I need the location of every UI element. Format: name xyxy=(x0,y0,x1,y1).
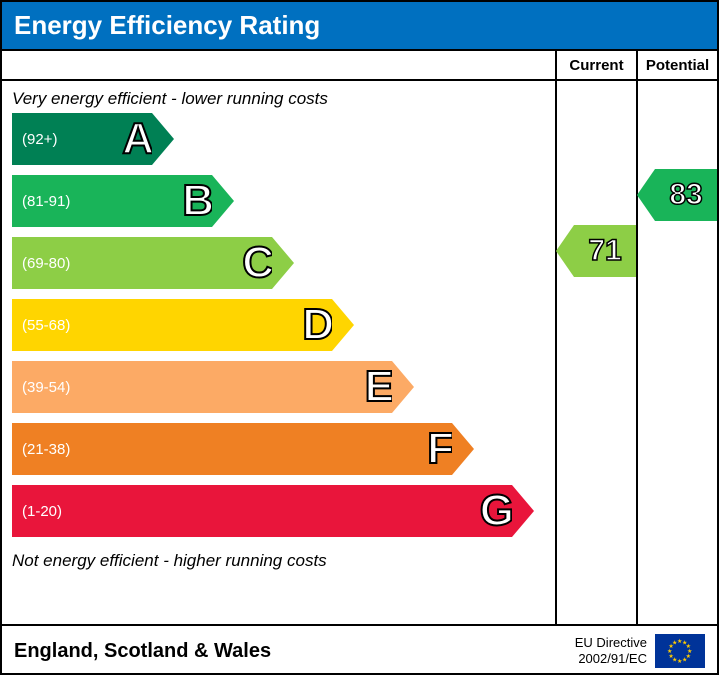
bands-header-spacer xyxy=(2,51,555,81)
band-arrow-tip xyxy=(152,113,174,165)
band-letter: B xyxy=(182,176,214,226)
band-letter: F xyxy=(427,424,454,474)
eu-star-icon: ★ xyxy=(682,657,687,664)
band-bar: (21-38) F xyxy=(12,423,452,475)
band-f: (21-38) F xyxy=(12,423,545,479)
band-bar: (39-54) E xyxy=(12,361,392,413)
eu-star-icon: ★ xyxy=(677,658,682,665)
epc-chart: Energy Efficiency Rating Very energy eff… xyxy=(0,0,719,675)
band-bar: (81-91) B xyxy=(12,175,212,227)
band-range-label: (21-38) xyxy=(12,441,70,458)
current-column: Current 71 xyxy=(557,51,638,624)
band-arrow-tip xyxy=(452,423,474,475)
band-arrow-tip xyxy=(392,361,414,413)
directive-line1: EU Directive xyxy=(575,635,647,651)
band-arrow-tip xyxy=(512,485,534,537)
eu-flag-icon: ★★★★★★★★★★★★ xyxy=(655,634,705,668)
potential-rating-value: 83 xyxy=(669,178,702,212)
band-a: (92+) A xyxy=(12,113,545,169)
band-range-label: (69-80) xyxy=(12,255,70,272)
band-c: (69-80) C xyxy=(12,237,545,293)
band-range-label: (81-91) xyxy=(12,193,70,210)
potential-rating-arrow: 83 xyxy=(655,169,717,221)
band-bar: (69-80) C xyxy=(12,237,272,289)
band-letter: D xyxy=(302,300,334,350)
band-letter: G xyxy=(480,486,514,536)
band-bar: (55-68) D xyxy=(12,299,332,351)
band-range-label: (55-68) xyxy=(12,317,70,334)
eu-star-icon: ★ xyxy=(672,639,677,646)
band-bar: (92+) A xyxy=(12,113,152,165)
directive-line2: 2002/91/EC xyxy=(575,651,647,667)
band-bar: (1-20) G xyxy=(12,485,512,537)
directive-text: EU Directive 2002/91/EC xyxy=(575,635,647,666)
band-range-label: (92+) xyxy=(12,131,57,148)
potential-header: Potential xyxy=(638,51,717,81)
chart-body: Very energy efficient - lower running co… xyxy=(2,49,717,624)
current-header: Current xyxy=(557,51,636,81)
band-arrow-tip xyxy=(332,299,354,351)
chart-title: Energy Efficiency Rating xyxy=(2,2,717,49)
bands-container: (92+) A (81-91) B (69-80) C (55-68) D (39-54) E (2… xyxy=(2,113,555,541)
description-inefficient: Not energy efficient - higher running co… xyxy=(2,547,555,579)
band-e: (39-54) E xyxy=(12,361,545,417)
band-arrow-tip xyxy=(212,175,234,227)
band-b: (81-91) B xyxy=(12,175,545,231)
band-range-label: (1-20) xyxy=(12,503,62,520)
rating-arrow-tip xyxy=(637,169,655,221)
directive-block: EU Directive 2002/91/EC ★★★★★★★★★★★★ xyxy=(575,634,705,668)
band-range-label: (39-54) xyxy=(12,379,70,396)
rating-arrow-tip xyxy=(556,225,574,277)
band-letter: A xyxy=(122,114,154,164)
band-arrow-tip xyxy=(272,237,294,289)
band-letter: C xyxy=(242,238,274,288)
band-g: (1-20) G xyxy=(12,485,545,541)
potential-column: Potential 83 xyxy=(638,51,717,624)
region-label: England, Scotland & Wales xyxy=(14,640,271,663)
description-efficient: Very energy efficient - lower running co… xyxy=(2,81,555,113)
current-rating-value: 71 xyxy=(588,234,621,268)
bands-column: Very energy efficient - lower running co… xyxy=(2,51,557,624)
band-d: (55-68) D xyxy=(12,299,545,355)
chart-footer: England, Scotland & Wales EU Directive 2… xyxy=(2,624,717,676)
current-rating-arrow: 71 xyxy=(574,225,636,277)
band-letter: E xyxy=(365,362,394,412)
